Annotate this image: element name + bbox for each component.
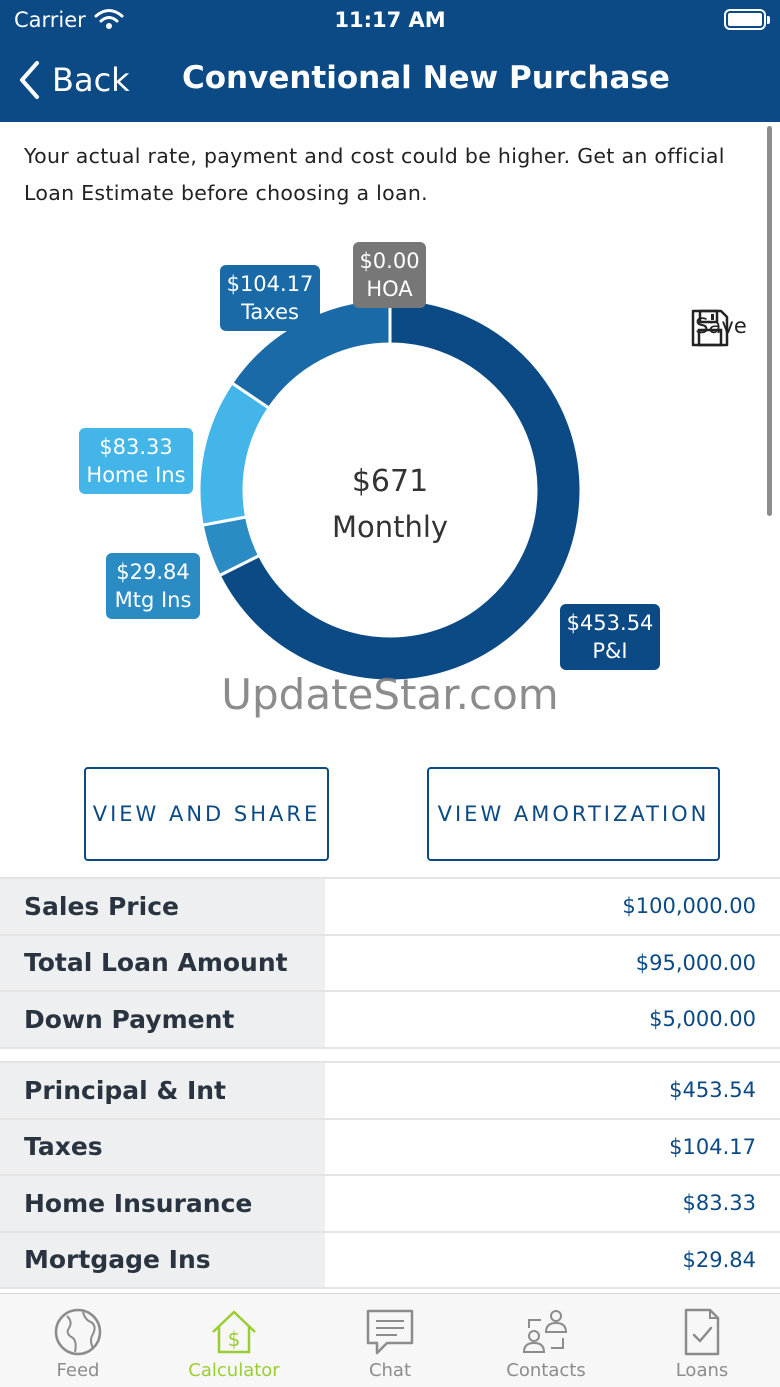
house-dollar-icon: $ <box>212 1310 256 1354</box>
navigation-bar: Back Conventional New Purchase <box>0 48 780 112</box>
battery-icon <box>724 9 770 30</box>
svg-text:$: $ <box>228 1327 241 1351</box>
donut-chart <box>197 297 583 683</box>
slice-tag-pi: $453.54 P&I <box>560 604 660 670</box>
tab-calculator[interactable]: $ Calculator <box>156 1294 312 1387</box>
row-label: Mortgage Ins <box>0 1232 325 1287</box>
slice-tag-home-ins: $83.33 Home Ins <box>79 428 193 494</box>
slice-tag-mtg-ins: $29.84 Mtg Ins <box>106 553 200 619</box>
view-and-share-button[interactable]: VIEW AND SHARE <box>84 767 329 861</box>
scrollbar[interactable] <box>767 126 772 516</box>
slice-tag-value: $83.33 <box>99 435 173 459</box>
chart-center-label: Monthly <box>331 510 449 544</box>
row-label: Taxes <box>0 1119 325 1174</box>
tab-chat[interactable]: Chat <box>312 1294 468 1387</box>
row-value: $83.33 <box>682 1191 756 1216</box>
slice-tag-value: $104.17 <box>226 272 314 296</box>
tab-label: Contacts <box>506 1360 586 1381</box>
tab-label: Feed <box>56 1360 100 1381</box>
tab-label: Loans <box>675 1360 729 1381</box>
tab-feed[interactable]: Feed <box>0 1294 156 1387</box>
slice-tag-label: Mtg Ins <box>114 588 192 612</box>
slice-tag-hoa: $0.00 HOA <box>353 242 426 308</box>
table-row: Taxes $104.17 <box>0 1119 780 1176</box>
back-button[interactable]: Back <box>18 56 130 104</box>
row-label: Sales Price <box>0 879 325 934</box>
tab-label: Chat <box>368 1360 412 1381</box>
row-value: $95,000.00 <box>635 950 756 975</box>
slice-tag-label: HOA <box>366 277 413 301</box>
slice-tag-label: Taxes <box>241 300 299 324</box>
table-row: Sales Price $100,000.00 <box>0 879 780 936</box>
slice-tag-value: $0.00 <box>359 249 420 273</box>
slice-tag-value: $453.54 <box>566 611 654 635</box>
tab-loans[interactable]: Loans <box>624 1294 780 1387</box>
document-check-icon <box>684 1308 720 1356</box>
view-amortization-button[interactable]: VIEW AMORTIZATION <box>427 767 720 861</box>
slice-tag-label: Home Ins <box>86 463 186 487</box>
row-label: Down Payment <box>0 992 325 1047</box>
row-value: $100,000.00 <box>622 894 756 919</box>
chart-center-amount: $671 <box>351 464 429 499</box>
status-time: 11:17 AM <box>334 8 446 32</box>
row-value: $453.54 <box>669 1078 756 1103</box>
tab-contacts[interactable]: Contacts <box>468 1294 624 1387</box>
chevron-left-icon <box>20 61 39 99</box>
slice-tag-label: P&I <box>592 639 628 663</box>
watermark: UpdateStar.com <box>221 670 559 719</box>
contacts-icon <box>522 1310 568 1353</box>
back-label: Back <box>52 61 130 99</box>
tab-bar: Feed $ Calculator Chat Contacts <box>0 1293 780 1387</box>
row-value: $5,000.00 <box>649 1007 756 1032</box>
app-header: Carrier 11:17 AM Back Conventional New P… <box>0 0 780 122</box>
globe-icon <box>54 1308 102 1356</box>
table-row: Total Loan Amount $95,000.00 <box>0 935 780 992</box>
floppy-disk-icon <box>691 309 729 347</box>
save-button[interactable]: Save <box>690 308 752 347</box>
donut-slice-home-ins <box>197 380 272 527</box>
slice-tag-value: $29.84 <box>116 560 190 584</box>
monthly-payment-chart: $671 Monthly $104.17 Taxes $0.00 HOA $83… <box>0 230 780 740</box>
donut-slice-p-i <box>217 297 583 683</box>
row-label: Home Insurance <box>0 1176 325 1231</box>
row-value: $104.17 <box>669 1134 756 1159</box>
chat-bubble-icon <box>366 1309 414 1355</box>
row-label: Total Loan Amount <box>0 935 325 990</box>
page-title: Conventional New Purchase <box>182 60 670 96</box>
carrier-label: Carrier <box>14 8 86 32</box>
table-row: Down Payment $5,000.00 <box>0 992 780 1049</box>
wifi-icon <box>94 9 124 29</box>
row-label: Principal & Int <box>0 1063 325 1118</box>
table-row: Mortgage Ins $29.84 <box>0 1232 780 1289</box>
slice-tag-taxes: $104.17 Taxes <box>220 265 320 331</box>
tab-label: Calculator <box>188 1360 280 1381</box>
table-row: Principal & Int $453.54 <box>0 1063 780 1120</box>
loan-summary-table: Sales Price $100,000.00 Total Loan Amoun… <box>0 877 780 1049</box>
rate-disclaimer: Your actual rate, payment and cost could… <box>24 144 725 205</box>
row-value: $29.84 <box>682 1247 756 1272</box>
payment-breakdown-table: Principal & Int $453.54 Taxes $104.17 Ho… <box>0 1061 780 1289</box>
status-bar: Carrier 11:17 AM <box>0 0 780 40</box>
table-row: Home Insurance $83.33 <box>0 1176 780 1233</box>
